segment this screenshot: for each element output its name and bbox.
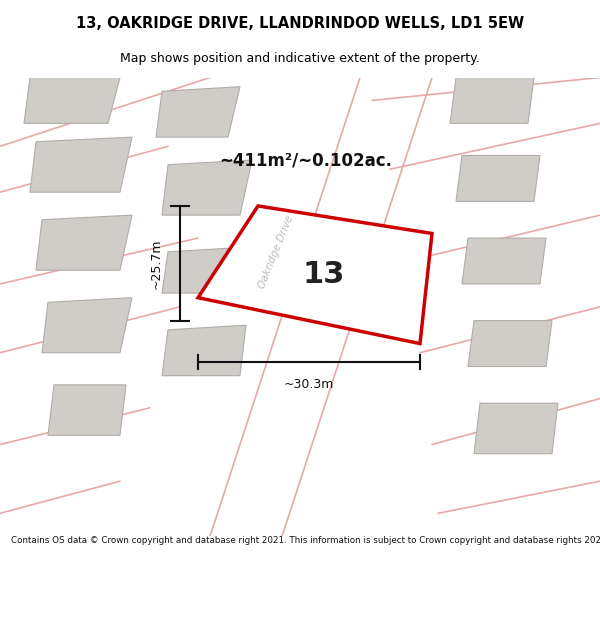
Text: Contains OS data © Crown copyright and database right 2021. This information is : Contains OS data © Crown copyright and d… (11, 536, 600, 545)
Text: Map shows position and indicative extent of the property.: Map shows position and indicative extent… (120, 52, 480, 64)
Text: ~411m²/~0.102ac.: ~411m²/~0.102ac. (220, 151, 392, 169)
Polygon shape (474, 403, 558, 454)
Polygon shape (468, 321, 552, 366)
Text: ~30.3m: ~30.3m (284, 378, 334, 391)
Polygon shape (162, 160, 252, 215)
Polygon shape (450, 78, 534, 123)
Polygon shape (42, 298, 132, 352)
Polygon shape (462, 238, 546, 284)
Text: 13, OAKRIDGE DRIVE, LLANDRINDOD WELLS, LD1 5EW: 13, OAKRIDGE DRIVE, LLANDRINDOD WELLS, L… (76, 16, 524, 31)
Polygon shape (162, 248, 246, 293)
Text: Oakridge Drive: Oakridge Drive (257, 214, 295, 290)
Polygon shape (156, 87, 240, 137)
Text: ~25.7m: ~25.7m (149, 238, 163, 289)
Text: 13: 13 (303, 260, 345, 289)
Polygon shape (30, 137, 132, 192)
Polygon shape (456, 156, 540, 201)
Polygon shape (198, 206, 432, 344)
Polygon shape (162, 325, 246, 376)
Polygon shape (24, 78, 120, 123)
Polygon shape (36, 215, 132, 270)
Polygon shape (48, 385, 126, 436)
